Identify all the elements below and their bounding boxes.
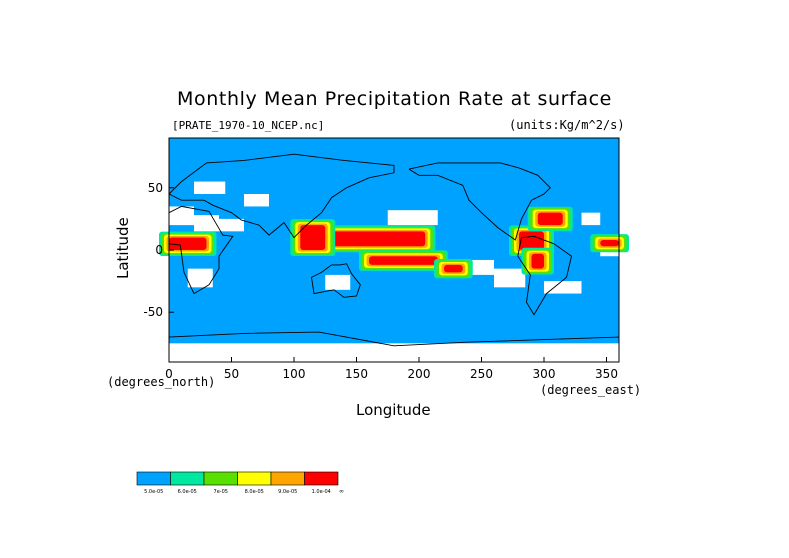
dry-area (581, 212, 601, 226)
x-tick-label: 250 (470, 367, 493, 381)
y-tick-label: 50 (148, 181, 163, 195)
coastline (408, 162, 551, 241)
dry-area (494, 268, 526, 288)
precip-cell (319, 231, 426, 247)
map-plot-area (159, 137, 629, 363)
precip-cell (531, 253, 544, 269)
colorbar-label: 1.0e-04 (312, 489, 331, 495)
colorbar-label: 5.0e-05 (144, 489, 163, 495)
x-axis-label: Longitude (356, 401, 431, 419)
x-tick-label: 300 (533, 367, 556, 381)
colorbar-swatch (304, 471, 339, 486)
coastlines (168, 153, 620, 347)
axis-ticks: 0 50 100 150 200 250 300 350 50 0 -50 (143, 181, 618, 381)
precip-cell (369, 256, 438, 265)
y-tick-label: -50 (143, 305, 163, 319)
coastline (517, 235, 573, 316)
colorbar: 5.0e-05 6.0e-05 7e-05 8.0e-05 9.0e-05 1.0e-04… (136, 471, 344, 495)
dry-area (325, 274, 351, 290)
colorbar-label: 9.0e-05 (278, 489, 297, 495)
x-tick-label: 200 (408, 367, 431, 381)
precip-cell (169, 237, 207, 250)
colorbar-label: 8.0e-05 (245, 489, 264, 495)
dry-area (387, 210, 438, 226)
dry-area (194, 215, 219, 232)
precip-cell (600, 240, 619, 247)
coastline (168, 331, 620, 347)
dry-area (169, 206, 194, 226)
colorbar-swatch (203, 471, 238, 486)
y-tick-label: 0 (155, 243, 163, 257)
dry-area (194, 181, 226, 194)
dry-area (219, 218, 244, 232)
colorbar-swatch (237, 471, 272, 486)
dry-area (469, 259, 494, 275)
x-tick-label: 350 (595, 367, 618, 381)
file-label: [PRATE_1970-10_NCEP.nc] (172, 119, 325, 132)
units-label: (units:Kg/m^2/s) (509, 118, 625, 132)
colorbar-swatch (170, 471, 205, 486)
y-unit-label: (degrees_north) (107, 375, 216, 389)
precip-cell (519, 231, 544, 250)
x-unit-label: (degrees_east) (540, 383, 642, 397)
dry-area (169, 343, 619, 362)
colorbar-swatch (270, 471, 305, 486)
coastline (168, 205, 234, 295)
colorbar-swatch (136, 471, 171, 486)
x-tick-label: 0 (165, 367, 173, 381)
colorbar-end-label: ∞ (339, 488, 344, 495)
coastline (168, 153, 395, 239)
colorbar-label: 6.0e-05 (178, 489, 197, 495)
colorbar-label: 7e-05 (214, 489, 228, 495)
precip-cell (444, 264, 463, 273)
coastline (311, 263, 361, 298)
dry-area (544, 281, 582, 294)
chart-title: Monthly Mean Precipitation Rate at surfa… (177, 88, 612, 110)
dry-area (244, 194, 269, 207)
dry-area (187, 268, 213, 288)
precip-cell (537, 212, 563, 226)
x-tick-label: 100 (283, 367, 306, 381)
precip-cell (300, 225, 326, 250)
x-tick-label: 150 (345, 367, 368, 381)
x-tick-label: 50 (224, 367, 239, 381)
